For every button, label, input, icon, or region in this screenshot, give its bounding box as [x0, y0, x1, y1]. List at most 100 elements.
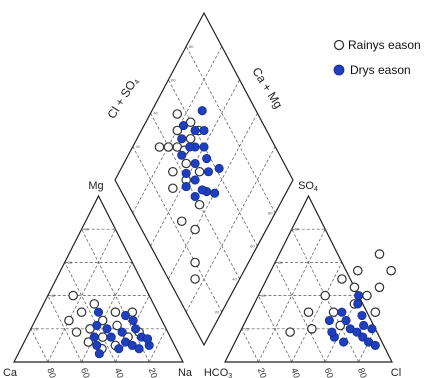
cation-triangle-frame [13, 194, 184, 363]
legend-marker-open [333, 39, 345, 51]
anion-dry-point [324, 315, 334, 326]
anion-dry-point [370, 340, 380, 350]
cation-dry-point [102, 324, 112, 334]
diamond-right-tick-label: 60 [250, 244, 255, 249]
cation-dry-point [114, 344, 124, 354]
diamond-right-tick-label: 40 [232, 277, 237, 282]
diamond-dry-point [197, 106, 207, 116]
diamond-dry-point [202, 154, 212, 164]
diamond-dry-point [177, 134, 187, 144]
diamond-rainy-point [181, 158, 191, 169]
diamond-dry-point [197, 185, 207, 195]
diamond-rainy-point [172, 125, 183, 136]
cation-rainy-point [64, 315, 74, 326]
diamond-rainy-point [176, 216, 187, 227]
anion-dry-point [327, 327, 337, 337]
frame-layer [13, 11, 393, 363]
cation-rainy-point [97, 332, 108, 342]
diamond-dry-point [185, 142, 195, 152]
diamond-rainy-point [168, 166, 178, 177]
diamond-rainy-point [190, 274, 200, 284]
diamond-right-tick-label: 80 [268, 211, 273, 216]
diamond-grid [168, 79, 258, 247]
cation-apex-label: Mg [88, 180, 103, 192]
anion-rainy-point [328, 307, 339, 317]
anion-dry-point [352, 327, 362, 337]
diamond-dry-point [199, 142, 209, 152]
anion-bottom-tick-label: 60 [323, 367, 336, 378]
legend-label-dry: Drys eason [350, 63, 411, 77]
anion-rainy-point [285, 327, 295, 337]
diamond-left-tick-label: 80 [189, 44, 194, 49]
anion-triangle-frame [224, 194, 393, 363]
anion-rainy-point [349, 282, 360, 293]
anion-rainy-point [374, 282, 385, 293]
cation-triangle-grid [30, 328, 49, 363]
cation-side-tick-label: 20 [34, 326, 39, 331]
cation-dry-point [94, 349, 104, 359]
cation-rainy-point [83, 337, 94, 347]
cation-left-label: Ca [3, 367, 18, 378]
tick-layer: 80 60 40 20 20 40 60 80 20 40 60 80 20 40 60 80 20 40 60 80… [34, 44, 369, 378]
cation-rainy-point [110, 307, 121, 317]
cation-rainy-point [76, 307, 87, 317]
cation-dry-point [120, 310, 131, 321]
cation-side-tick-label: 60 [67, 260, 72, 265]
cation-dry-point [128, 315, 138, 326]
diamond-upper-left-label: Cl + SO4 [104, 74, 141, 121]
diamond-frame [114, 11, 294, 347]
anion-dry-point [341, 315, 351, 326]
anion-rainy-point [335, 320, 346, 331]
legend-label-rainy: Rainys eason [348, 38, 421, 52]
diamond-rainy-point [185, 133, 196, 144]
cation-dry-point [92, 340, 102, 350]
diamond-grid [168, 113, 258, 280]
diamond-grid [132, 46, 223, 214]
cation-rainy-point [68, 290, 78, 301]
diamond-upper-right-label: Ca + Mg [249, 65, 285, 111]
diamond-grid [132, 146, 223, 313]
diamond-dry-point [210, 188, 220, 198]
anion-side-tick-label: 60 [278, 260, 283, 265]
diamond-dry-point [190, 191, 200, 202]
anion-dry-point [367, 324, 377, 334]
diamond-dry-point [199, 125, 209, 136]
anion-bottom-tick-label: 80 [356, 367, 369, 378]
anion-side-tick-label: 20 [244, 326, 249, 331]
cation-dry-point [92, 320, 102, 331]
anion-rainy-point [370, 307, 381, 317]
anion-dry-point [358, 332, 368, 342]
diamond-rainy-point [172, 109, 183, 119]
anion-right-label: Cl [391, 367, 401, 378]
diamond-left-tick-label: 20 [136, 144, 141, 149]
cation-side-tick-label: 80 [84, 227, 89, 232]
anion-side-tick-label: 40 [261, 293, 266, 298]
anion-dry-point [339, 337, 349, 347]
diamond-rainy-point [194, 166, 205, 177]
cation-right-label: Na [178, 367, 193, 378]
cation-dry-point [134, 344, 144, 354]
cation-triangle-grid [64, 262, 116, 363]
diamond-grid [150, 79, 240, 247]
legend: Rainys eason Drys eason [333, 38, 421, 77]
cation-dry-point [131, 324, 141, 334]
diamond-grid [150, 113, 240, 280]
diamond-grid [185, 46, 276, 214]
diamond-rainy-point [163, 142, 174, 152]
anion-triangle-grid [241, 328, 259, 363]
anion-triangle-grid [358, 328, 376, 363]
diamond-right-tick-label: 20 [215, 310, 220, 315]
anion-rainy-point [337, 274, 347, 284]
anion-apex-label: SO4 [298, 180, 318, 193]
diamond-left-tick-label: 60 [171, 77, 176, 82]
cation-dry-point [142, 334, 153, 344]
anion-triangle-grid [274, 262, 326, 363]
anion-bottom-tick-label: 40 [289, 367, 302, 378]
anion-left-label: HCO3 [204, 367, 232, 378]
cation-bottom-tick-label: 60 [79, 367, 92, 378]
cation-rainy-point [97, 315, 108, 326]
anion-dry-point [337, 307, 347, 317]
legend-marker-filled [333, 64, 345, 76]
diamond-dry-point [190, 125, 200, 136]
cation-bottom-tick-label: 40 [113, 367, 126, 378]
